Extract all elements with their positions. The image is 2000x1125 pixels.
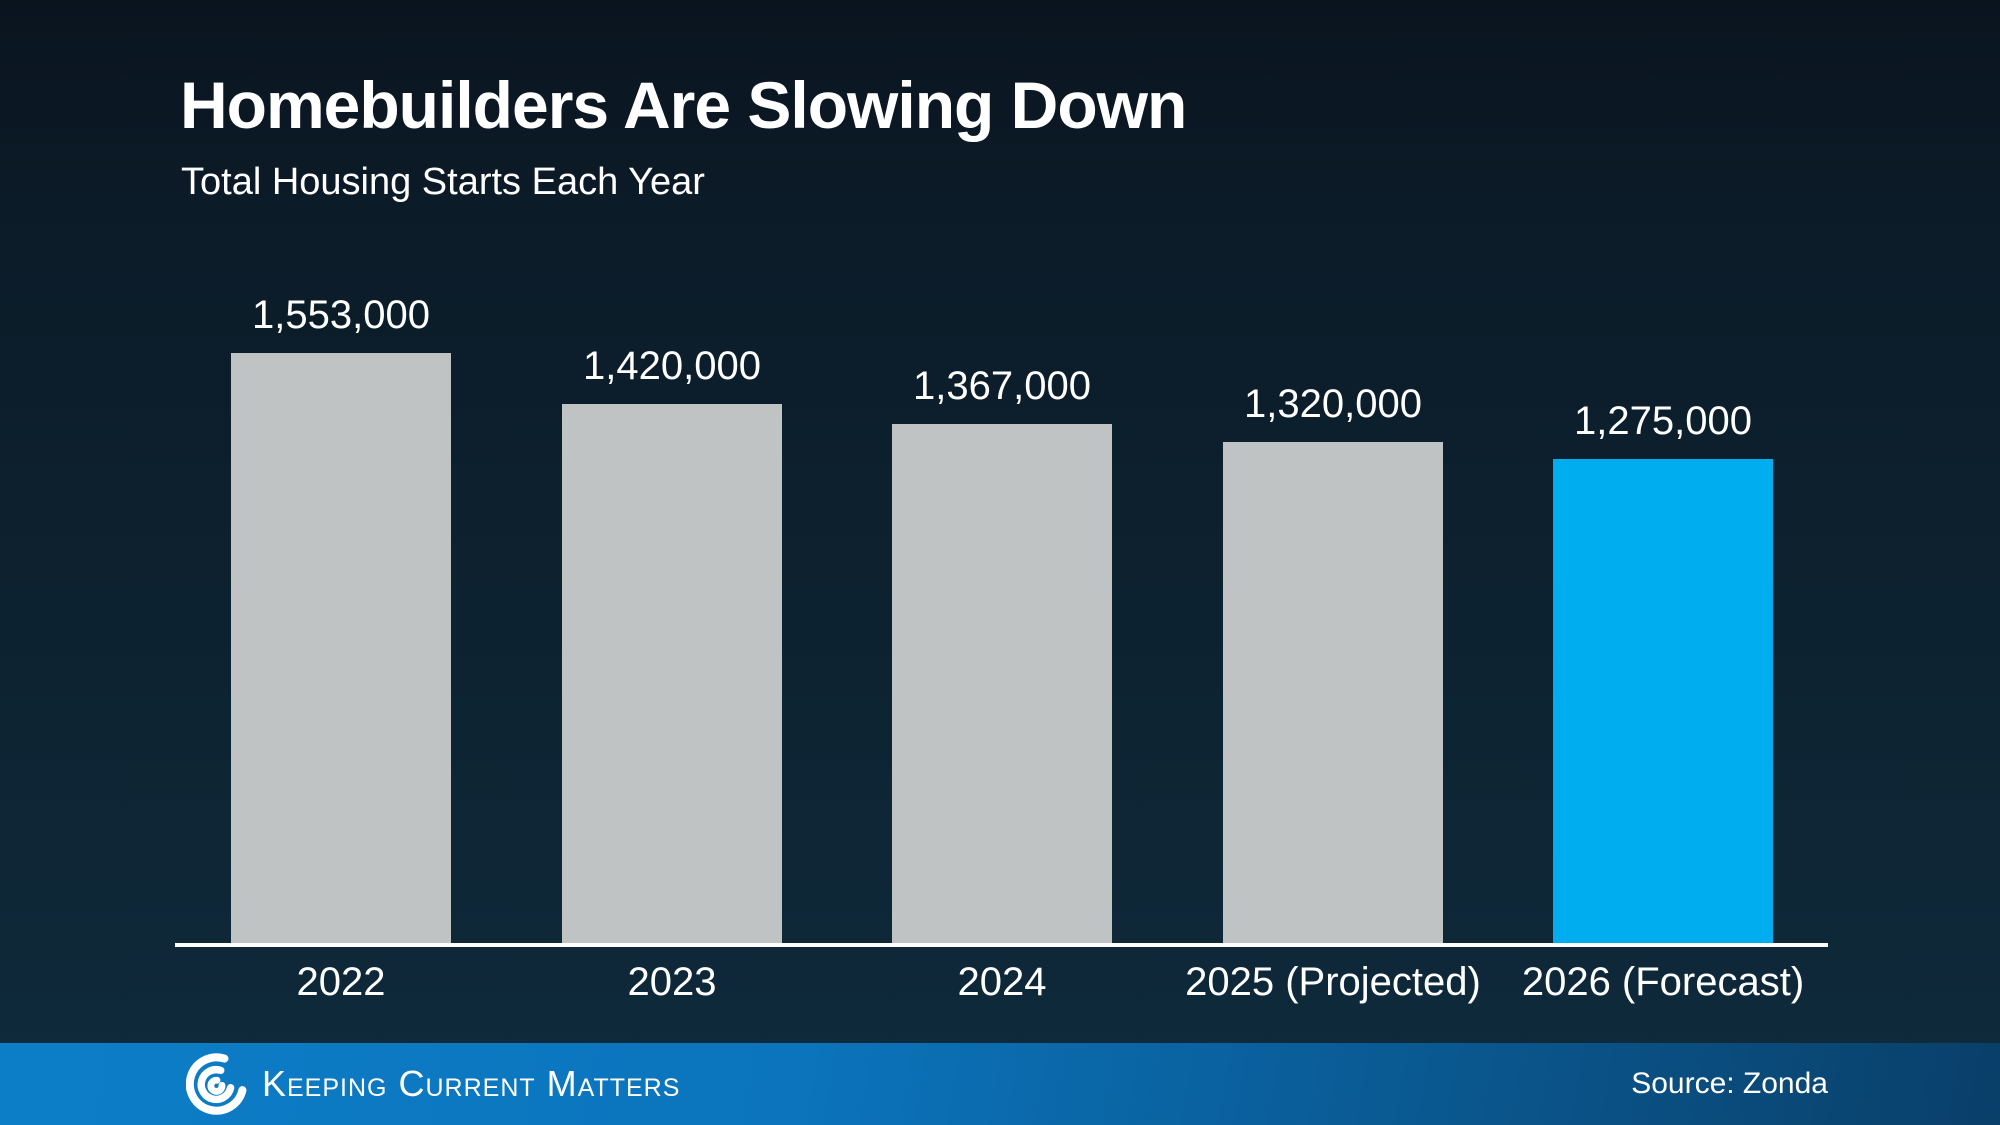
- chart-title: Homebuilders Are Slowing Down: [180, 68, 1187, 142]
- brand-name: Keeping Current Matters: [262, 1063, 681, 1104]
- bar-2022: [231, 353, 451, 943]
- value-label: 1,275,000: [1574, 399, 1752, 443]
- chart-subtitle: Total Housing Starts Each Year: [181, 161, 705, 203]
- footer-bar: Keeping Current Matters Source: Zonda: [0, 1043, 2000, 1125]
- value-label: 1,553,000: [252, 293, 430, 337]
- bar-2024: [892, 424, 1112, 943]
- source-text: Source: Zonda: [1631, 1067, 1828, 1100]
- value-label: 1,320,000: [1244, 382, 1422, 426]
- category-label: 2026 (Forecast): [1521, 960, 1805, 1004]
- category-label: 2022: [296, 960, 386, 1004]
- bar-2023: [562, 404, 782, 943]
- brand-lockup: Keeping Current Matters: [186, 1043, 680, 1125]
- bar-2026 (Forecast): [1553, 459, 1773, 943]
- value-label: 1,367,000: [913, 364, 1091, 408]
- category-label: 2024: [957, 960, 1047, 1004]
- x-axis-line: [175, 943, 1828, 947]
- value-label: 1,420,000: [583, 344, 761, 388]
- bar-2025 (Projected): [1223, 442, 1443, 943]
- category-label: 2023: [627, 960, 717, 1004]
- category-label: 2025 (Projected): [1185, 960, 1481, 1004]
- kcm-swirl-icon: [186, 1053, 247, 1115]
